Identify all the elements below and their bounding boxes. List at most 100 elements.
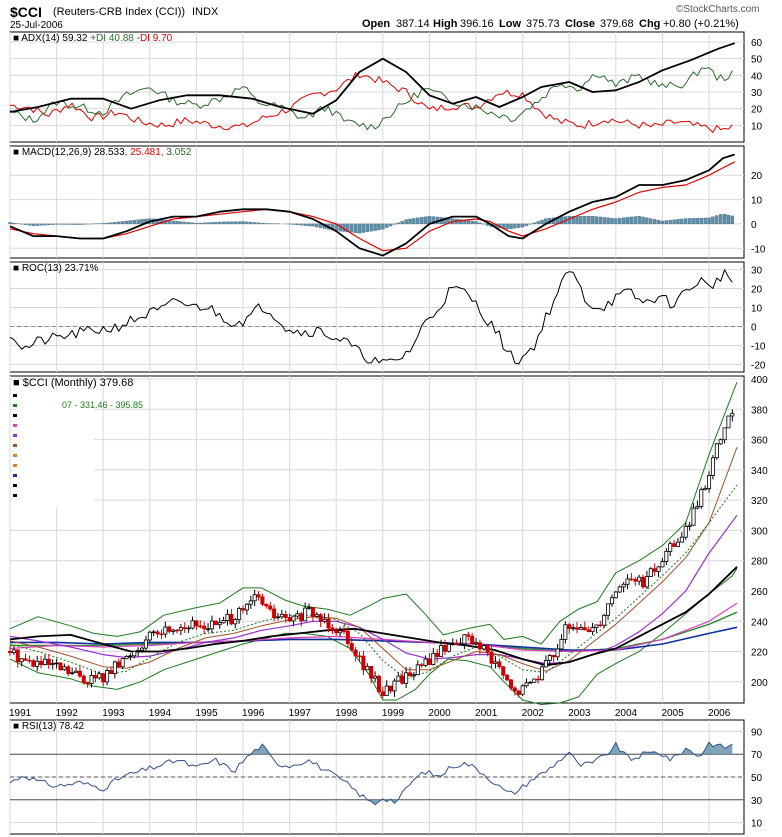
- price-ytick-280: 280: [751, 557, 768, 568]
- macd-histogram-bar: [381, 223, 385, 230]
- macd-histogram-bar: [47, 223, 51, 226]
- price-bar-body: [268, 605, 273, 610]
- price-bar-body: [540, 666, 545, 681]
- price-bar-body: [559, 639, 564, 650]
- macd-histogram-bar: [249, 221, 253, 225]
- price-bar-body: [563, 624, 568, 640]
- price-xtick-1994: 1994: [149, 708, 172, 719]
- macd-histogram-bar: [373, 223, 377, 231]
- macd-histogram-bar: [695, 218, 700, 225]
- low-value: 375.73: [526, 18, 560, 30]
- macd-ytick-0: 0: [751, 220, 757, 231]
- macd-histogram-bar: [202, 222, 206, 225]
- macd-histogram-bar: [194, 223, 199, 225]
- rsi-oversold-fill: [10, 799, 733, 805]
- macd-legend-item-0: ■ MACD(12,26,9) 28.533: [13, 147, 125, 158]
- price-bar-body: [501, 666, 506, 676]
- low-label: Low: [499, 18, 521, 30]
- ma-purple: [9, 514, 738, 665]
- macd-histogram-bar: [179, 221, 183, 225]
- price-bar-body: [11, 649, 16, 654]
- price-bar-body: [648, 568, 653, 577]
- price-bar-body: [575, 627, 580, 630]
- price-bar-body: [326, 618, 331, 629]
- macd-histogram-bar: [210, 222, 214, 225]
- macd-histogram-bar: [726, 214, 731, 225]
- price-bar-body: [543, 660, 548, 668]
- price-bar-body: [299, 613, 304, 622]
- macd-histogram-bar: [361, 223, 366, 233]
- price-bar-body: [683, 526, 688, 538]
- macd-histogram-bar: [408, 218, 412, 225]
- price-bar-body: [54, 662, 59, 665]
- price-legend-swatch-3: [13, 424, 17, 427]
- price-legend-bb-text: 07 - 331.46 - 395.85: [62, 400, 143, 410]
- macd-histogram-bar: [691, 218, 696, 225]
- price-bar-body: [699, 489, 704, 507]
- price-bar-body: [190, 620, 195, 629]
- price-xtick-2002: 2002: [522, 708, 545, 719]
- macd-histogram-bar: [124, 220, 129, 225]
- plus-di-line: [9, 67, 733, 131]
- price-bar-body: [361, 655, 366, 671]
- macd-histogram-bar: [303, 223, 307, 226]
- price-xtick-1998: 1998: [335, 708, 358, 719]
- roc-ytick-0: 0: [751, 322, 757, 333]
- macd-histogram-bar: [680, 218, 684, 225]
- roc-ytick--10: -10: [751, 341, 766, 352]
- price-bar-body: [186, 627, 191, 630]
- price-bar-body: [202, 625, 207, 630]
- price-bar-body: [722, 427, 727, 441]
- macd-histogram-bar: [586, 215, 591, 225]
- price-xtick-2001: 2001: [475, 708, 498, 719]
- price-bar-body: [209, 620, 214, 630]
- macd-panel: -10 0 10 20 ■ MACD(12,26,9) 28.533, 25.481, …: [8, 145, 766, 259]
- macd-histogram-bar: [31, 223, 36, 227]
- macd-histogram-bar: [474, 221, 478, 225]
- price-bar-body: [171, 629, 176, 632]
- macd-histogram-bar: [536, 221, 540, 225]
- price-bar-body: [458, 643, 463, 646]
- price-bar-body: [439, 645, 444, 657]
- index-name: (Reuters-CRB Index (CCI)): [53, 6, 185, 18]
- price-bar-body: [586, 629, 591, 632]
- macd-histogram-bar: [629, 216, 634, 225]
- open-value: 387.14: [396, 18, 430, 30]
- macd-histogram-bar: [295, 223, 300, 226]
- price-ytick-380: 380: [751, 405, 768, 416]
- price-bar-body: [307, 607, 312, 609]
- price-bar-body: [567, 624, 572, 629]
- macd-histogram-bar: [400, 221, 404, 225]
- macd-histogram-bar: [419, 217, 424, 225]
- macd-histogram-bar: [136, 219, 140, 225]
- price-bar-body: [151, 631, 156, 634]
- price-bar-body: [470, 635, 475, 645]
- macd-histogram-bar: [186, 222, 191, 225]
- macd-histogram-bar: [633, 216, 637, 225]
- price-bar-body: [691, 507, 696, 526]
- price-bar-body: [77, 670, 82, 677]
- macd-histogram-bar: [218, 221, 222, 225]
- price-bar-body: [547, 655, 552, 661]
- macd-histogram-bar: [431, 216, 436, 225]
- price-bar-body: [116, 661, 121, 668]
- close-value: 379.68: [600, 18, 634, 30]
- price-bar-body: [392, 680, 397, 692]
- macd-histogram-bar: [350, 223, 354, 233]
- price-bar-body: [528, 681, 533, 684]
- price-xtick-1993: 1993: [102, 708, 125, 719]
- macd-histogram-bar: [260, 222, 265, 225]
- price-bar-body: [629, 578, 634, 581]
- price-bar-body: [314, 614, 319, 617]
- price-bar-body: [357, 655, 362, 658]
- macd-histogram-bar: [221, 221, 226, 225]
- price-bar-body: [140, 647, 145, 651]
- price-legend-swatch-7: [13, 464, 17, 467]
- macd-line: [9, 153, 735, 257]
- price-bar-body: [23, 658, 28, 661]
- symbol: $CCI: [10, 4, 42, 20]
- price-bar-body: [108, 670, 113, 674]
- adx-line: [9, 42, 735, 115]
- chart-panels: 10 20 30 40 50 60 ■ ADX(14) 59.32 +DI 40.88 -D…: [7, 31, 768, 835]
- ma-dotted: [9, 484, 738, 680]
